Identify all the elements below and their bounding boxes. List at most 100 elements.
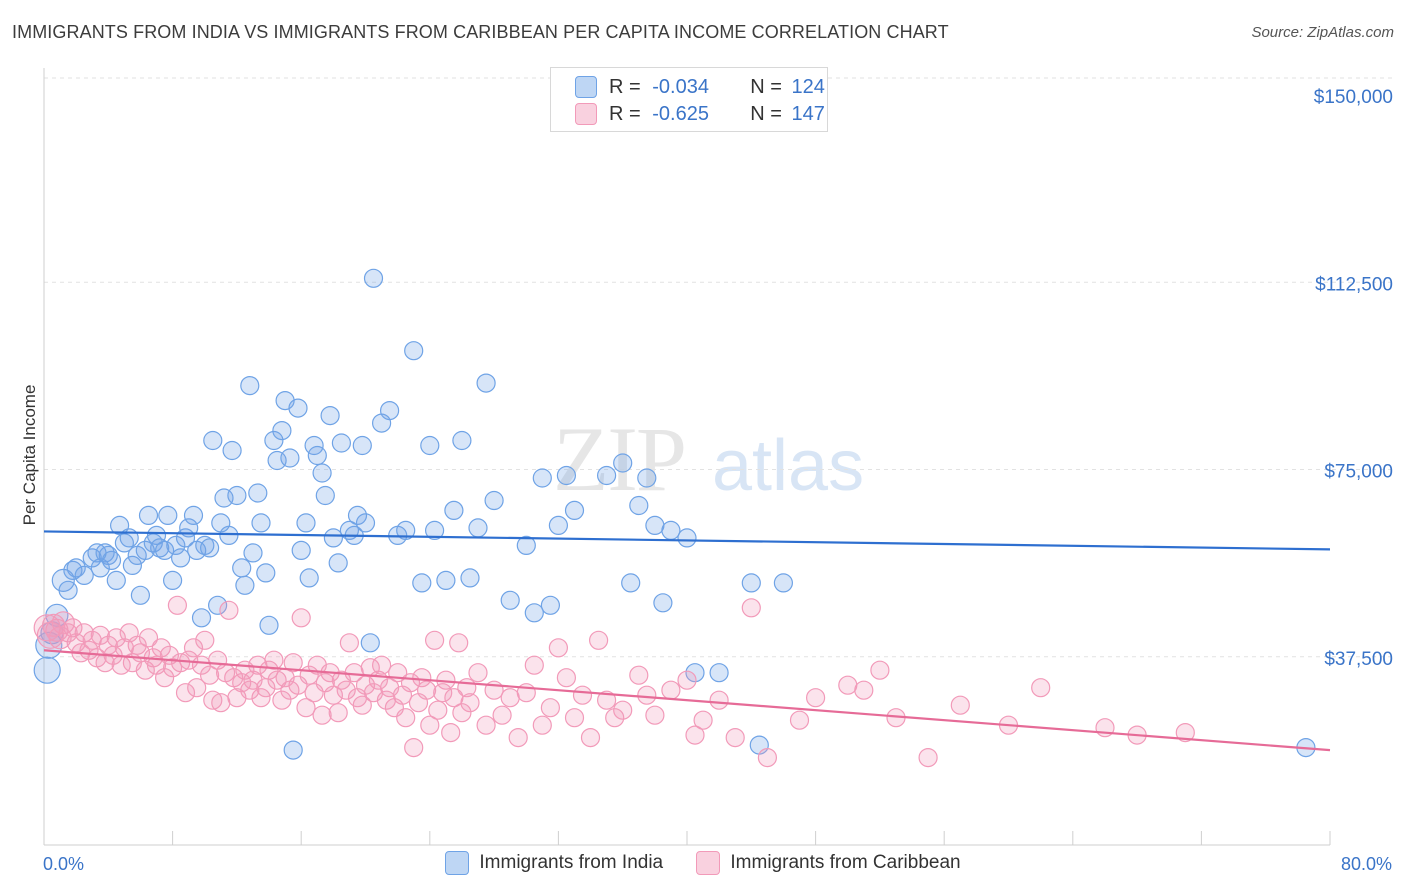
y-axis-label: Per Capita Income xyxy=(20,385,39,526)
point-india xyxy=(315,485,335,506)
point-caribbean xyxy=(291,608,311,628)
point-india xyxy=(396,520,416,541)
point-india xyxy=(138,505,159,526)
point-caribbean xyxy=(757,747,778,768)
stats-row-caribbean: R = -0.625 N = 147 xyxy=(575,101,825,127)
point-caribbean xyxy=(789,710,810,730)
point-india xyxy=(288,398,308,418)
point-caribbean xyxy=(352,695,372,715)
stats-legend: R = -0.034 N = 124 R = -0.625 N = 147 xyxy=(550,67,828,132)
point-india xyxy=(272,421,292,441)
point-caribbean xyxy=(685,725,705,745)
point-india xyxy=(248,483,268,503)
y-tick-label: $112,500 xyxy=(1315,274,1393,295)
india-r-value: -0.034 xyxy=(652,75,709,98)
point-caribbean xyxy=(339,633,359,653)
point-india xyxy=(677,528,697,548)
point-india xyxy=(328,553,348,573)
legend-item-caribbean: Immigrants from Caribbean xyxy=(696,851,961,875)
point-india xyxy=(166,535,186,556)
point-caribbean xyxy=(508,727,528,748)
series-legend: Immigrants from India Immigrants from Ca… xyxy=(0,851,1406,881)
point-caribbean xyxy=(251,688,271,708)
point-caribbean xyxy=(460,693,480,713)
point-india xyxy=(51,568,75,593)
point-india xyxy=(200,538,220,558)
point-caribbean xyxy=(203,690,223,710)
axes xyxy=(43,68,1331,846)
point-india xyxy=(283,740,303,760)
point-caribbean xyxy=(1175,722,1195,743)
point-caribbean xyxy=(1031,678,1051,698)
india-n-value: 124 xyxy=(791,75,825,98)
point-caribbean xyxy=(677,670,697,690)
point-caribbean xyxy=(51,611,75,635)
point-caribbean xyxy=(267,670,287,690)
point-caribbean xyxy=(404,737,424,758)
point-india xyxy=(227,485,247,506)
point-india xyxy=(360,633,380,653)
point-india xyxy=(468,518,488,538)
point-india xyxy=(208,595,228,615)
point-caribbean xyxy=(200,665,220,685)
caribbean-swatch xyxy=(575,103,597,125)
point-caribbean xyxy=(524,655,544,675)
point-caribbean xyxy=(328,703,348,723)
point-india xyxy=(63,560,83,581)
point-india xyxy=(58,580,78,600)
point-india xyxy=(130,585,150,605)
point-india xyxy=(460,568,480,588)
point-india xyxy=(621,573,641,593)
point-caribbean xyxy=(596,690,617,710)
point-caribbean xyxy=(264,650,284,670)
legend-label-caribbean: Immigrants from Caribbean xyxy=(730,852,961,873)
point-india xyxy=(219,525,239,546)
point-caribbean xyxy=(441,722,461,743)
point-caribbean xyxy=(396,708,416,728)
point-caribbean xyxy=(805,688,826,708)
point-caribbean xyxy=(417,680,437,700)
point-india xyxy=(101,550,122,571)
point-caribbean xyxy=(950,695,970,715)
point-caribbean xyxy=(232,673,252,693)
point-india xyxy=(183,505,204,526)
point-caribbean xyxy=(661,680,681,700)
point-india xyxy=(404,341,424,361)
x-tick-label-max: 80.0% xyxy=(1341,854,1392,874)
point-caribbean xyxy=(532,715,552,735)
point-india xyxy=(661,520,681,541)
point-caribbean xyxy=(540,698,561,718)
point-caribbean xyxy=(167,595,187,615)
point-caribbean xyxy=(500,688,520,708)
legend-label-india: Immigrants from India xyxy=(479,852,664,873)
point-india xyxy=(256,563,276,583)
point-caribbean xyxy=(564,708,585,728)
point-india xyxy=(564,500,585,520)
point-caribbean xyxy=(492,705,512,725)
point-india xyxy=(299,568,319,588)
point-caribbean xyxy=(741,598,761,618)
legend-swatch-india xyxy=(445,851,470,875)
point-india xyxy=(320,406,340,426)
point-india xyxy=(203,430,223,451)
point-caribbean xyxy=(138,628,159,648)
point-caribbean xyxy=(452,703,472,723)
point-india xyxy=(363,268,384,288)
point-caribbean xyxy=(175,683,196,703)
point-caribbean xyxy=(588,630,609,650)
y-tick-label: $37,500 xyxy=(1324,649,1393,670)
point-india xyxy=(251,513,271,533)
point-caribbean xyxy=(187,678,207,698)
point-caribbean xyxy=(580,727,601,748)
point-india xyxy=(709,663,729,683)
point-india xyxy=(280,448,300,468)
point-caribbean xyxy=(476,715,496,735)
india-swatch xyxy=(575,76,597,98)
point-india xyxy=(637,468,657,488)
point-india xyxy=(425,520,445,541)
point-india xyxy=(171,548,191,568)
point-india xyxy=(158,505,178,526)
source-label: Source: ZipAtlas.com xyxy=(1251,24,1394,41)
caribbean-r-value: -0.625 xyxy=(652,102,709,125)
